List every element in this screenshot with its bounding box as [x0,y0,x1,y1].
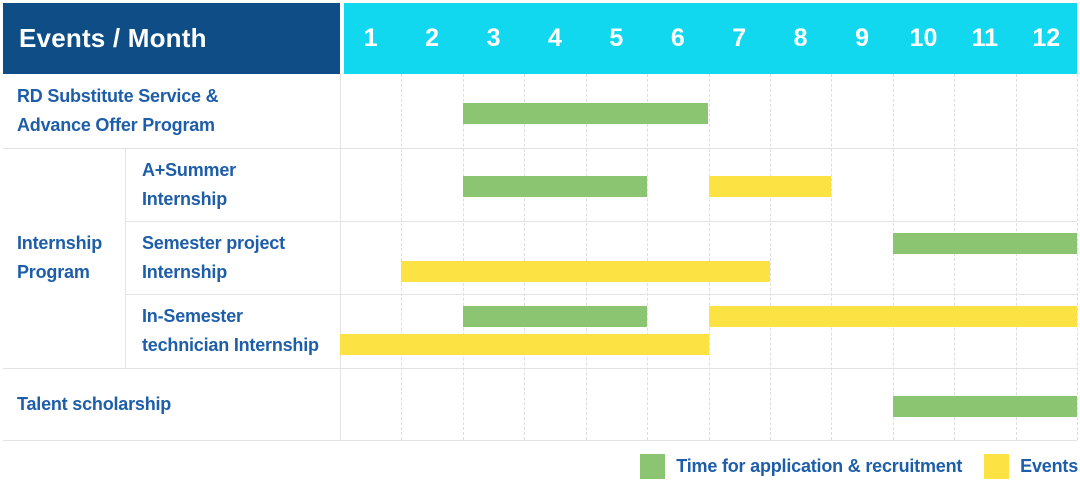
month-label: 7 [732,24,747,52]
month-grid-line [831,74,833,440]
month-label: 1 [363,24,378,52]
gantt-bar-recruitment [462,102,709,124]
row-divider [125,221,1077,222]
gantt-bar-recruitment [892,233,1077,254]
column-divider [125,148,126,368]
month-label: 3 [486,24,501,52]
month-label: 12 [1032,24,1061,52]
month-label: 6 [670,24,685,52]
month-label: 11 [971,24,999,52]
month-grid-line [1015,74,1017,440]
row-label: Semester project Internship [142,232,285,282]
events-month-header-cell: Events / Month [3,3,340,74]
row-label: RD Substitute Service & Advance Offer Pr… [17,86,219,135]
legend-item-recruitment: Time for application & recruitment [640,453,963,479]
legend-swatch-event [984,453,1010,479]
legend-swatch-recruitment [640,453,666,479]
gantt-bar-event [708,306,1077,327]
month-grid-line [647,74,649,440]
month-grid-line [769,74,771,440]
column-divider [340,74,341,440]
legend-label: Events [1020,455,1078,476]
gantt-bar-recruitment [462,306,648,327]
legend-item-event: Events [984,453,1078,479]
month-grid-line [1077,74,1078,440]
row-divider [3,368,1077,369]
group-label: Internship Program [17,233,103,282]
gantt-bar-recruitment [892,395,1077,417]
month-grid-line [892,74,894,440]
month-grid-line [585,74,587,440]
row-divider [125,294,1077,295]
month-label: 8 [793,24,808,52]
gantt-bar-recruitment [462,176,648,197]
month-grid-line [401,74,403,440]
row-label: A+Summer Internship [142,159,236,209]
gantt-bar-event [708,176,832,197]
row-label: Talent scholarship [17,393,172,414]
legend-label: Time for application & recruitment [676,455,963,476]
gantt-bar-event [401,261,770,282]
row-divider [3,440,1077,441]
month-label: 10 [909,24,938,52]
row-divider [3,148,1077,149]
legend: Time for application & recruitment Events [380,444,1078,488]
month-grid-line [462,74,464,440]
month-grid-line [524,74,526,440]
row-label: In-Semester technician Internship [142,306,319,355]
gantt-bar-event [340,334,709,355]
month-grid-line [954,74,956,440]
month-label: 4 [548,24,562,52]
month-header-strip [344,3,1077,74]
month-grid-line [708,74,710,440]
month-label: 5 [609,24,624,52]
month-label: 9 [855,24,869,52]
month-label: 2 [425,24,440,52]
